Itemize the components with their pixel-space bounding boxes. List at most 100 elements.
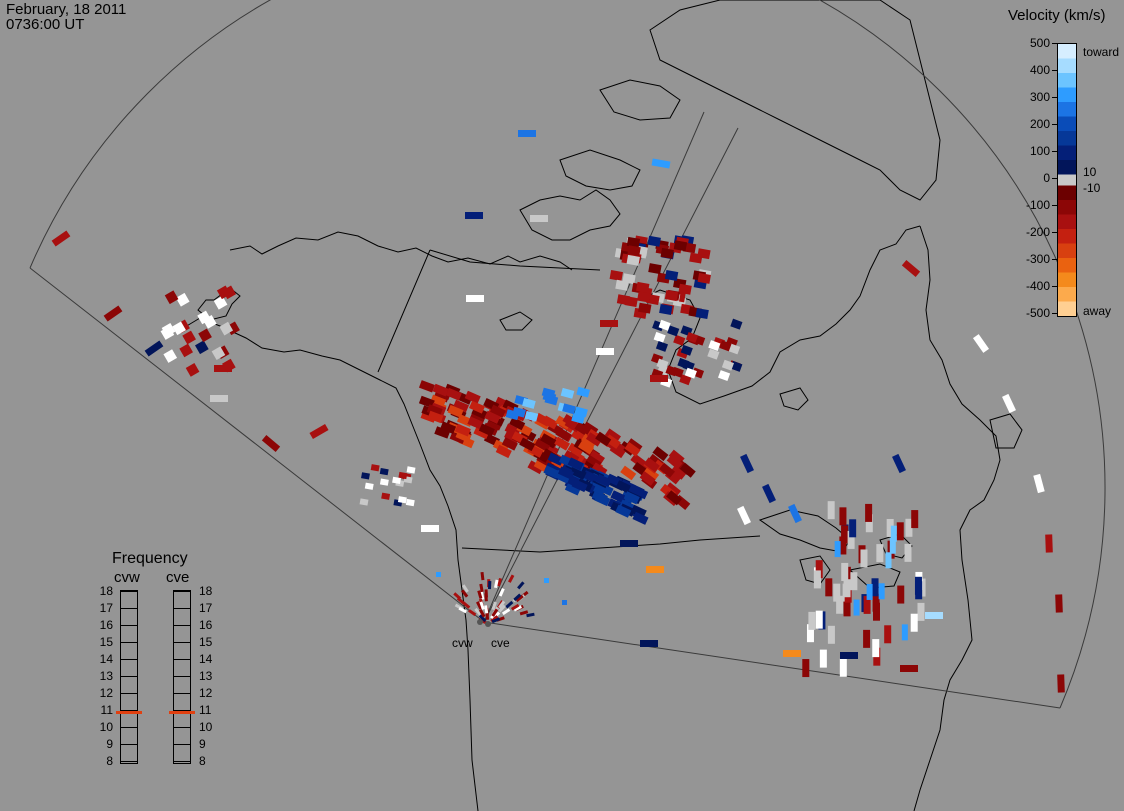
velocity-cell <box>555 427 572 442</box>
velocity-cell <box>802 659 810 678</box>
velocity-cell <box>216 285 231 300</box>
velocity-cell <box>865 503 873 522</box>
velocity-color-bar <box>1057 43 1077 317</box>
velocity-cell <box>474 607 482 616</box>
date-label: February, 18 2011 <box>6 1 127 18</box>
velocity-cell <box>636 281 650 293</box>
velocity-tick <box>1052 151 1057 152</box>
velocity-cell <box>501 608 511 616</box>
velocity-cell <box>495 444 512 459</box>
frequency-gridline <box>173 761 191 762</box>
velocity-cell <box>668 449 685 465</box>
velocity-cell <box>910 613 918 632</box>
velocity-cell <box>819 649 827 668</box>
velocity-cell <box>730 318 743 330</box>
frequency-gridline <box>173 710 191 711</box>
velocity-cell <box>466 295 484 302</box>
velocity-cell <box>643 457 660 473</box>
velocity-cell <box>666 454 683 470</box>
velocity-cell <box>660 247 674 259</box>
frequency-level-label: 9 <box>106 737 113 751</box>
velocity-cell <box>889 537 896 554</box>
velocity-cell <box>673 240 688 252</box>
frequency-gridline <box>173 693 191 694</box>
velocity-tick-label: 0 <box>1043 171 1050 185</box>
velocity-cell <box>667 325 680 337</box>
frequency-gridline <box>173 642 191 643</box>
frequency-level-label: 10 <box>99 720 113 734</box>
velocity-cell <box>813 570 821 589</box>
velocity-cell <box>562 413 579 428</box>
velocity-cell <box>469 400 486 414</box>
velocity-cell <box>164 290 179 305</box>
velocity-tick <box>1052 286 1057 287</box>
velocity-cell <box>197 310 211 325</box>
velocity-cell <box>161 322 176 337</box>
velocity-cell <box>788 503 802 524</box>
velocity-cell <box>595 473 612 488</box>
velocity-cell <box>496 577 502 587</box>
velocity-cell <box>841 562 849 581</box>
frequency-gridline <box>173 608 191 609</box>
velocity-cell <box>498 588 505 597</box>
velocity-cell <box>219 321 234 336</box>
velocity-cell <box>522 398 536 409</box>
velocity-cell <box>564 482 581 496</box>
velocity-cell <box>604 428 621 443</box>
velocity-cell <box>309 423 329 440</box>
frequency-radar-cve: cve <box>166 569 190 586</box>
velocity-cell <box>577 440 595 455</box>
frequency-level-label: 12 <box>99 686 113 700</box>
velocity-cell <box>632 511 649 525</box>
velocity-cell <box>478 423 495 437</box>
velocity-cell <box>505 600 514 609</box>
velocity-cell <box>905 518 913 537</box>
velocity-cell <box>512 406 526 418</box>
velocity-cell <box>210 395 228 402</box>
velocity-cell <box>179 343 194 358</box>
velocity-cell <box>885 552 892 569</box>
velocity-cell <box>487 581 492 590</box>
velocity-cell <box>620 465 637 481</box>
velocity-cell <box>806 624 814 643</box>
velocity-tick <box>1052 97 1057 98</box>
velocity-cell <box>456 597 465 605</box>
velocity-cell <box>628 483 645 497</box>
frequency-gridline <box>120 693 138 694</box>
velocity-cell <box>489 404 506 418</box>
frequency-level-label: 10 <box>199 720 213 734</box>
velocity-cell <box>436 572 441 577</box>
velocity-cell <box>664 290 679 302</box>
velocity-cell <box>510 603 520 611</box>
velocity-cell <box>677 357 690 369</box>
velocity-cell <box>678 283 692 295</box>
velocity-cell <box>697 272 711 284</box>
field-of-view <box>29 0 1106 709</box>
velocity-cell <box>708 340 721 352</box>
velocity-cell <box>261 435 281 452</box>
velocity-cell <box>576 386 591 398</box>
inner-label-10: 10 <box>1083 165 1097 179</box>
velocity-cell <box>544 578 549 583</box>
velocity-cell <box>872 602 880 621</box>
velocity-cell <box>560 387 575 399</box>
velocity-cell <box>639 471 656 486</box>
velocity-cell <box>647 235 661 247</box>
velocity-cell <box>508 574 515 583</box>
velocity-cell <box>972 334 990 353</box>
velocity-cell <box>815 560 823 579</box>
velocity-cell <box>1002 393 1016 414</box>
velocity-tick <box>1052 232 1057 233</box>
velocity-cell <box>866 583 873 600</box>
frequency-gridline <box>173 727 191 728</box>
velocity-cell <box>574 422 591 437</box>
velocity-cell <box>473 426 490 440</box>
velocity-cell <box>850 572 858 591</box>
frequency-level-label: 8 <box>199 754 206 768</box>
velocity-cell <box>600 320 618 327</box>
velocity-cell <box>626 236 641 248</box>
velocity-cell <box>728 343 741 355</box>
velocity-cell <box>361 472 370 480</box>
velocity-cell <box>638 302 652 314</box>
